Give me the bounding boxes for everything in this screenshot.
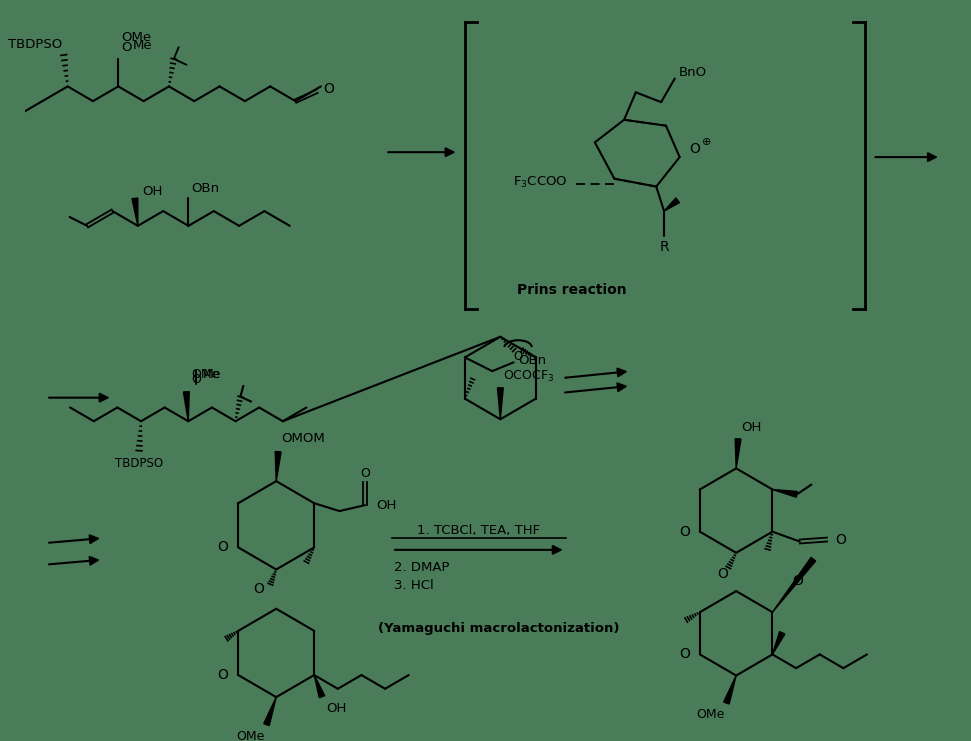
- Text: O: O: [218, 668, 228, 682]
- Text: Me: Me: [133, 39, 152, 52]
- Text: O: O: [218, 540, 228, 554]
- Text: OMe: OMe: [696, 708, 724, 721]
- Text: (Yamaguchi macrolactonization): (Yamaguchi macrolactonization): [378, 622, 619, 635]
- Polygon shape: [184, 391, 189, 421]
- Text: O: O: [360, 468, 370, 480]
- Text: OH: OH: [143, 185, 163, 198]
- Text: Me: Me: [203, 368, 221, 381]
- Text: O: O: [717, 568, 728, 582]
- Text: O: O: [514, 350, 522, 363]
- Text: O: O: [689, 142, 700, 156]
- Text: BnO: BnO: [679, 66, 707, 79]
- Text: R: R: [659, 240, 669, 254]
- Polygon shape: [723, 676, 736, 704]
- Text: 1. TCBCl, TEA, THF: 1. TCBCl, TEA, THF: [418, 524, 541, 536]
- Text: OBn: OBn: [191, 182, 219, 195]
- Text: OMe: OMe: [191, 368, 219, 381]
- Text: O: O: [680, 525, 690, 539]
- Text: O: O: [322, 82, 334, 96]
- Polygon shape: [132, 198, 138, 226]
- Polygon shape: [735, 439, 741, 468]
- Polygon shape: [773, 490, 797, 497]
- Text: OH: OH: [377, 499, 397, 512]
- Text: OH: OH: [326, 702, 347, 715]
- Text: TBDPSO: TBDPSO: [8, 38, 62, 50]
- Text: O: O: [680, 648, 690, 662]
- Polygon shape: [664, 198, 680, 211]
- Text: O: O: [835, 533, 846, 547]
- Text: F$_3$CCOO: F$_3$CCOO: [513, 175, 568, 190]
- Polygon shape: [315, 675, 324, 697]
- Text: Prins reaction: Prins reaction: [517, 282, 626, 296]
- Polygon shape: [773, 557, 816, 612]
- Text: OBn: OBn: [519, 354, 547, 367]
- Polygon shape: [275, 451, 281, 481]
- Text: OMe: OMe: [121, 31, 151, 44]
- Polygon shape: [264, 697, 276, 725]
- Text: OMOM: OMOM: [281, 433, 325, 445]
- Polygon shape: [497, 388, 503, 419]
- Text: $\oplus$: $\oplus$: [701, 136, 712, 147]
- Text: O: O: [253, 582, 264, 596]
- Text: O: O: [121, 41, 132, 53]
- Text: OH: OH: [741, 421, 761, 433]
- Text: OCOCF$_3$: OCOCF$_3$: [503, 368, 554, 384]
- Text: 3. HCl: 3. HCl: [394, 579, 434, 592]
- Text: O: O: [792, 574, 803, 588]
- Polygon shape: [773, 631, 785, 654]
- Text: 2. DMAP: 2. DMAP: [394, 561, 450, 574]
- Text: O: O: [191, 373, 201, 385]
- Text: OMe: OMe: [236, 730, 264, 741]
- Text: TBDPSO: TBDPSO: [115, 457, 163, 470]
